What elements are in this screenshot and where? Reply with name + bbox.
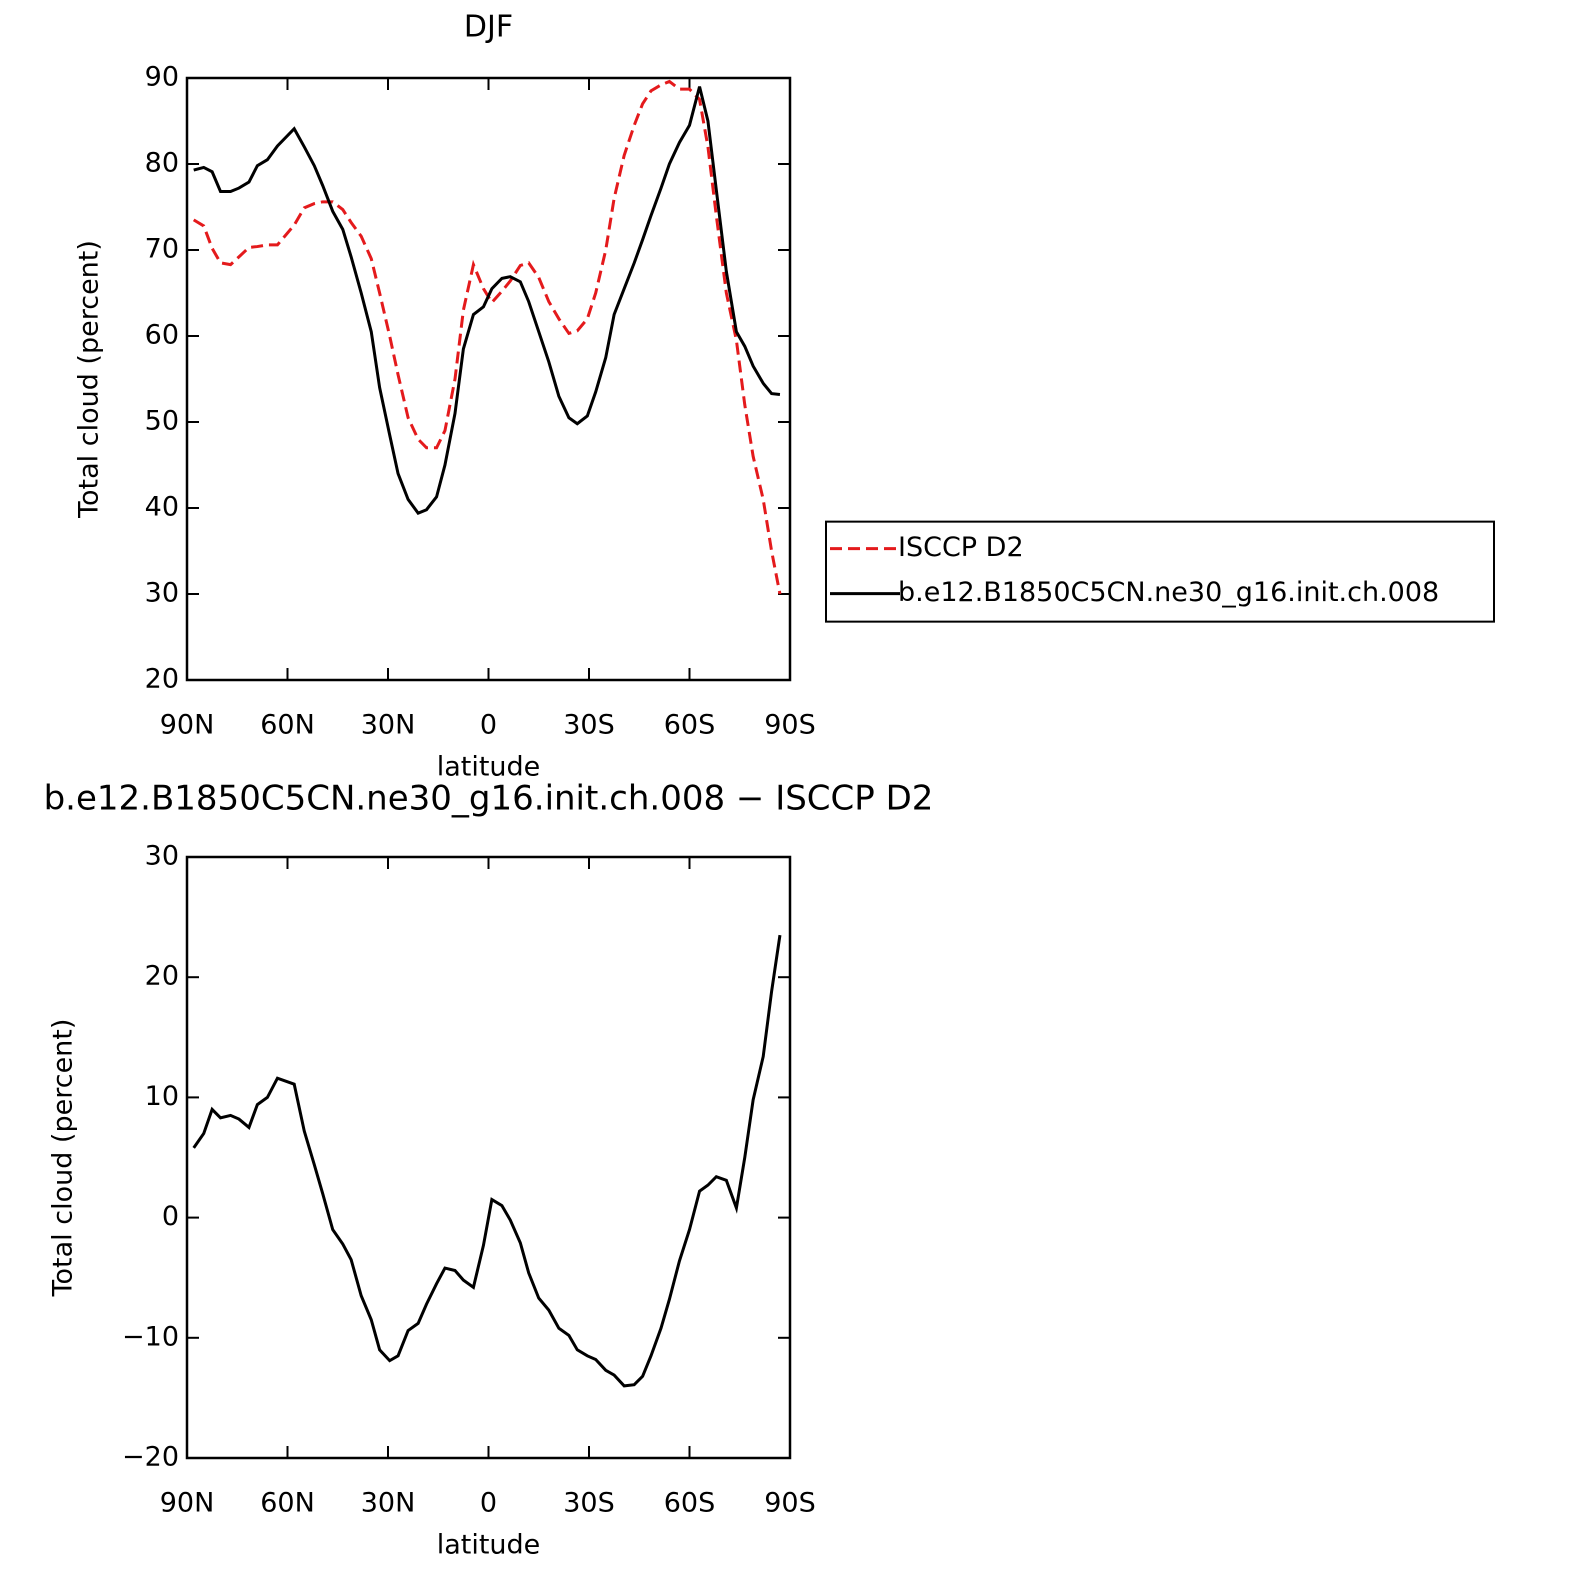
legend-label: b.e12.B1850C5CN.ne30_g16.init.ch.008 bbox=[898, 577, 1439, 608]
x-tick-label: 30N bbox=[361, 1488, 416, 1519]
legend-box bbox=[825, 520, 1495, 623]
x-tick-label: 60S bbox=[664, 710, 716, 741]
y-tick-label: 40 bbox=[145, 492, 179, 523]
x-tick-label: 0 bbox=[480, 710, 497, 741]
x-tick-label: 90N bbox=[160, 710, 215, 741]
y-tick-label: 90 bbox=[145, 62, 179, 93]
x-tick-label: 0 bbox=[480, 1488, 497, 1519]
y-tick-label: 80 bbox=[145, 148, 179, 179]
x-tick-label: 60S bbox=[664, 1488, 716, 1519]
y-tick-label: 0 bbox=[162, 1201, 179, 1232]
x-axis-label: latitude bbox=[437, 752, 541, 783]
x-axis-label: latitude bbox=[437, 1530, 541, 1561]
legend-label: ISCCP D2 bbox=[898, 532, 1024, 563]
plot-frame bbox=[185, 76, 792, 682]
y-tick-label: 50 bbox=[145, 406, 179, 437]
data-line bbox=[192, 934, 782, 1388]
y-tick-label: 60 bbox=[145, 320, 179, 351]
x-tick-label: 60N bbox=[260, 1488, 315, 1519]
x-tick-label: 90S bbox=[764, 1488, 816, 1519]
chart-title: DJF bbox=[464, 10, 513, 45]
y-tick-label: 30 bbox=[145, 841, 179, 872]
y-tick-label: 10 bbox=[145, 1081, 179, 1112]
y-axis-label: Total cloud (percent) bbox=[74, 240, 105, 519]
x-tick-label: 90S bbox=[764, 710, 816, 741]
x-tick-label: 60N bbox=[260, 710, 315, 741]
y-tick-label: 20 bbox=[145, 664, 179, 695]
y-tick-label: −10 bbox=[122, 1321, 179, 1352]
y-tick-label: 70 bbox=[145, 234, 179, 265]
x-tick-label: 30S bbox=[563, 1488, 615, 1519]
y-tick-label: 20 bbox=[145, 961, 179, 992]
y-axis-label: Total cloud (percent) bbox=[48, 1019, 79, 1298]
y-tick-label: 30 bbox=[145, 578, 179, 609]
x-tick-label: 30N bbox=[361, 710, 416, 741]
y-tick-label: −20 bbox=[122, 1442, 179, 1473]
plot-frame bbox=[185, 855, 792, 1460]
x-tick-label: 90N bbox=[160, 1488, 215, 1519]
data-line bbox=[193, 86, 781, 515]
x-tick-label: 30S bbox=[563, 710, 615, 741]
data-line bbox=[192, 79, 782, 595]
chart-title: b.e12.B1850C5CN.ne30_g16.init.ch.008 − I… bbox=[44, 779, 934, 819]
